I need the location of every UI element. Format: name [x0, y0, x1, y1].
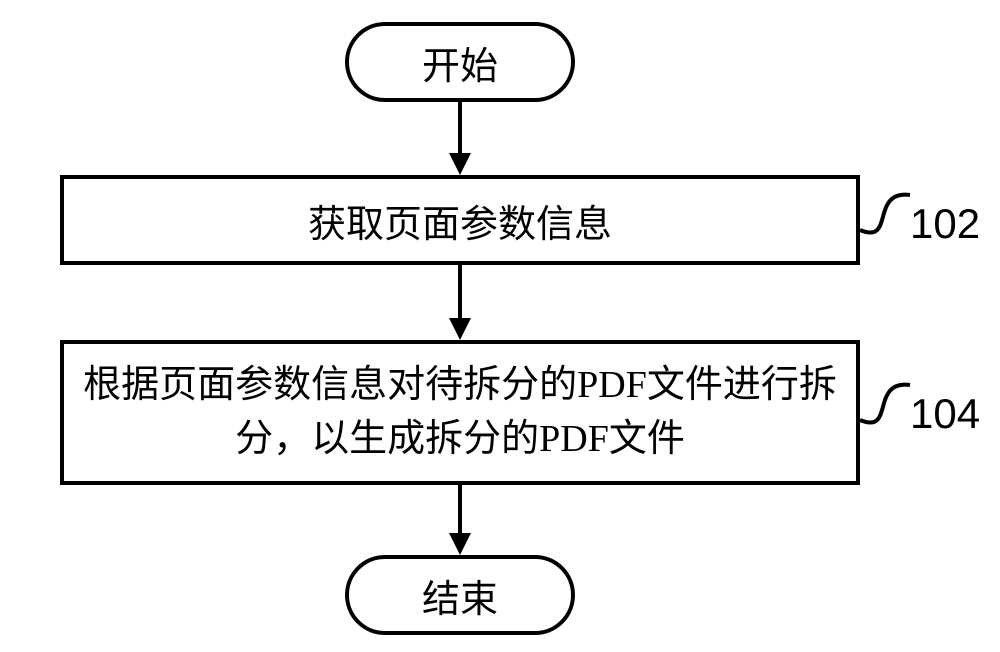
curly-104: [860, 385, 910, 423]
step-102-text: 获取页面参数信息: [308, 193, 612, 248]
arrowhead-3: [449, 533, 471, 555]
arrowhead-2: [449, 318, 471, 340]
end-label: 结束: [422, 568, 498, 623]
label-102: 102: [910, 200, 980, 248]
start-label: 开始: [422, 35, 498, 90]
step-104-text: 根据页面参数信息对待拆分的PDF文件进行拆分，以生成拆分的PDF文件: [72, 359, 848, 465]
flowchart-canvas: 开始 获取页面参数信息 根据页面参数信息对待拆分的PDF文件进行拆分，以生成拆分…: [0, 0, 1000, 652]
arrowhead-1: [449, 153, 471, 175]
step-102-node: 获取页面参数信息: [60, 175, 860, 265]
label-104: 104: [910, 390, 980, 438]
start-node: 开始: [345, 22, 575, 102]
step-104-node: 根据页面参数信息对待拆分的PDF文件进行拆分，以生成拆分的PDF文件: [60, 340, 860, 485]
curly-102: [860, 195, 910, 233]
end-node: 结束: [345, 555, 575, 635]
